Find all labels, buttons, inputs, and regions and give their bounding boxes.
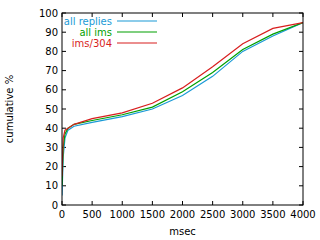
tick (182, 13, 183, 17)
tick (62, 109, 66, 110)
tick-label: 1500 (140, 209, 165, 220)
tick (299, 185, 303, 186)
legend-swatch (117, 20, 157, 21)
tick-label: 40 (45, 123, 58, 134)
legend-label: all ims (79, 27, 112, 38)
tick (152, 13, 153, 17)
tick (212, 13, 213, 17)
tick-label: 0 (59, 209, 65, 220)
tick (299, 89, 303, 90)
tick (92, 201, 93, 205)
tick (62, 128, 66, 129)
tick-label: 500 (83, 209, 102, 220)
frame (62, 13, 303, 205)
tick (62, 51, 66, 52)
tick-label: 50 (45, 104, 58, 115)
tick-label: 0 (52, 200, 58, 211)
tick (299, 51, 303, 52)
series-line (62, 23, 303, 177)
legend-label: ims/304 (72, 38, 112, 49)
tick-label: 3500 (260, 209, 285, 220)
tick (122, 13, 123, 17)
tick (242, 201, 243, 205)
tick-label: 1000 (110, 209, 135, 220)
tick (212, 201, 213, 205)
legend-swatch (117, 42, 157, 43)
legend-label: all replies (64, 16, 112, 27)
series-line (62, 23, 303, 186)
tick-label: 10 (45, 180, 58, 191)
tick (152, 201, 153, 205)
tick (299, 70, 303, 71)
tick (299, 109, 303, 110)
y-axis-label: cumulative % (4, 75, 15, 143)
tick-label: 3000 (230, 209, 255, 220)
tick-label: 60 (45, 84, 58, 95)
tick-label: 30 (45, 142, 58, 153)
x-axis-label: msec (169, 226, 196, 237)
tick (299, 147, 303, 148)
tick (272, 201, 273, 205)
tick-label: 80 (45, 46, 58, 57)
tick-label: 100 (39, 8, 58, 19)
tick (182, 201, 183, 205)
tick (299, 32, 303, 33)
tick (122, 201, 123, 205)
tick (62, 70, 66, 71)
plot-lines (62, 23, 303, 196)
series-line (62, 23, 303, 196)
tick-label: 20 (45, 161, 58, 172)
tick (62, 89, 66, 90)
tick-label: 2500 (200, 209, 225, 220)
chart: 0102030405060708090100050010001500200025… (0, 0, 320, 240)
tick-label: 90 (45, 27, 58, 38)
legend-swatch (117, 31, 157, 32)
tick-label: 70 (45, 65, 58, 76)
tick-label: 4000 (290, 209, 315, 220)
tick (62, 32, 66, 33)
tick-label: 2000 (170, 209, 195, 220)
tick (272, 13, 273, 17)
tick (299, 166, 303, 167)
tick (242, 13, 243, 17)
tick (299, 128, 303, 129)
